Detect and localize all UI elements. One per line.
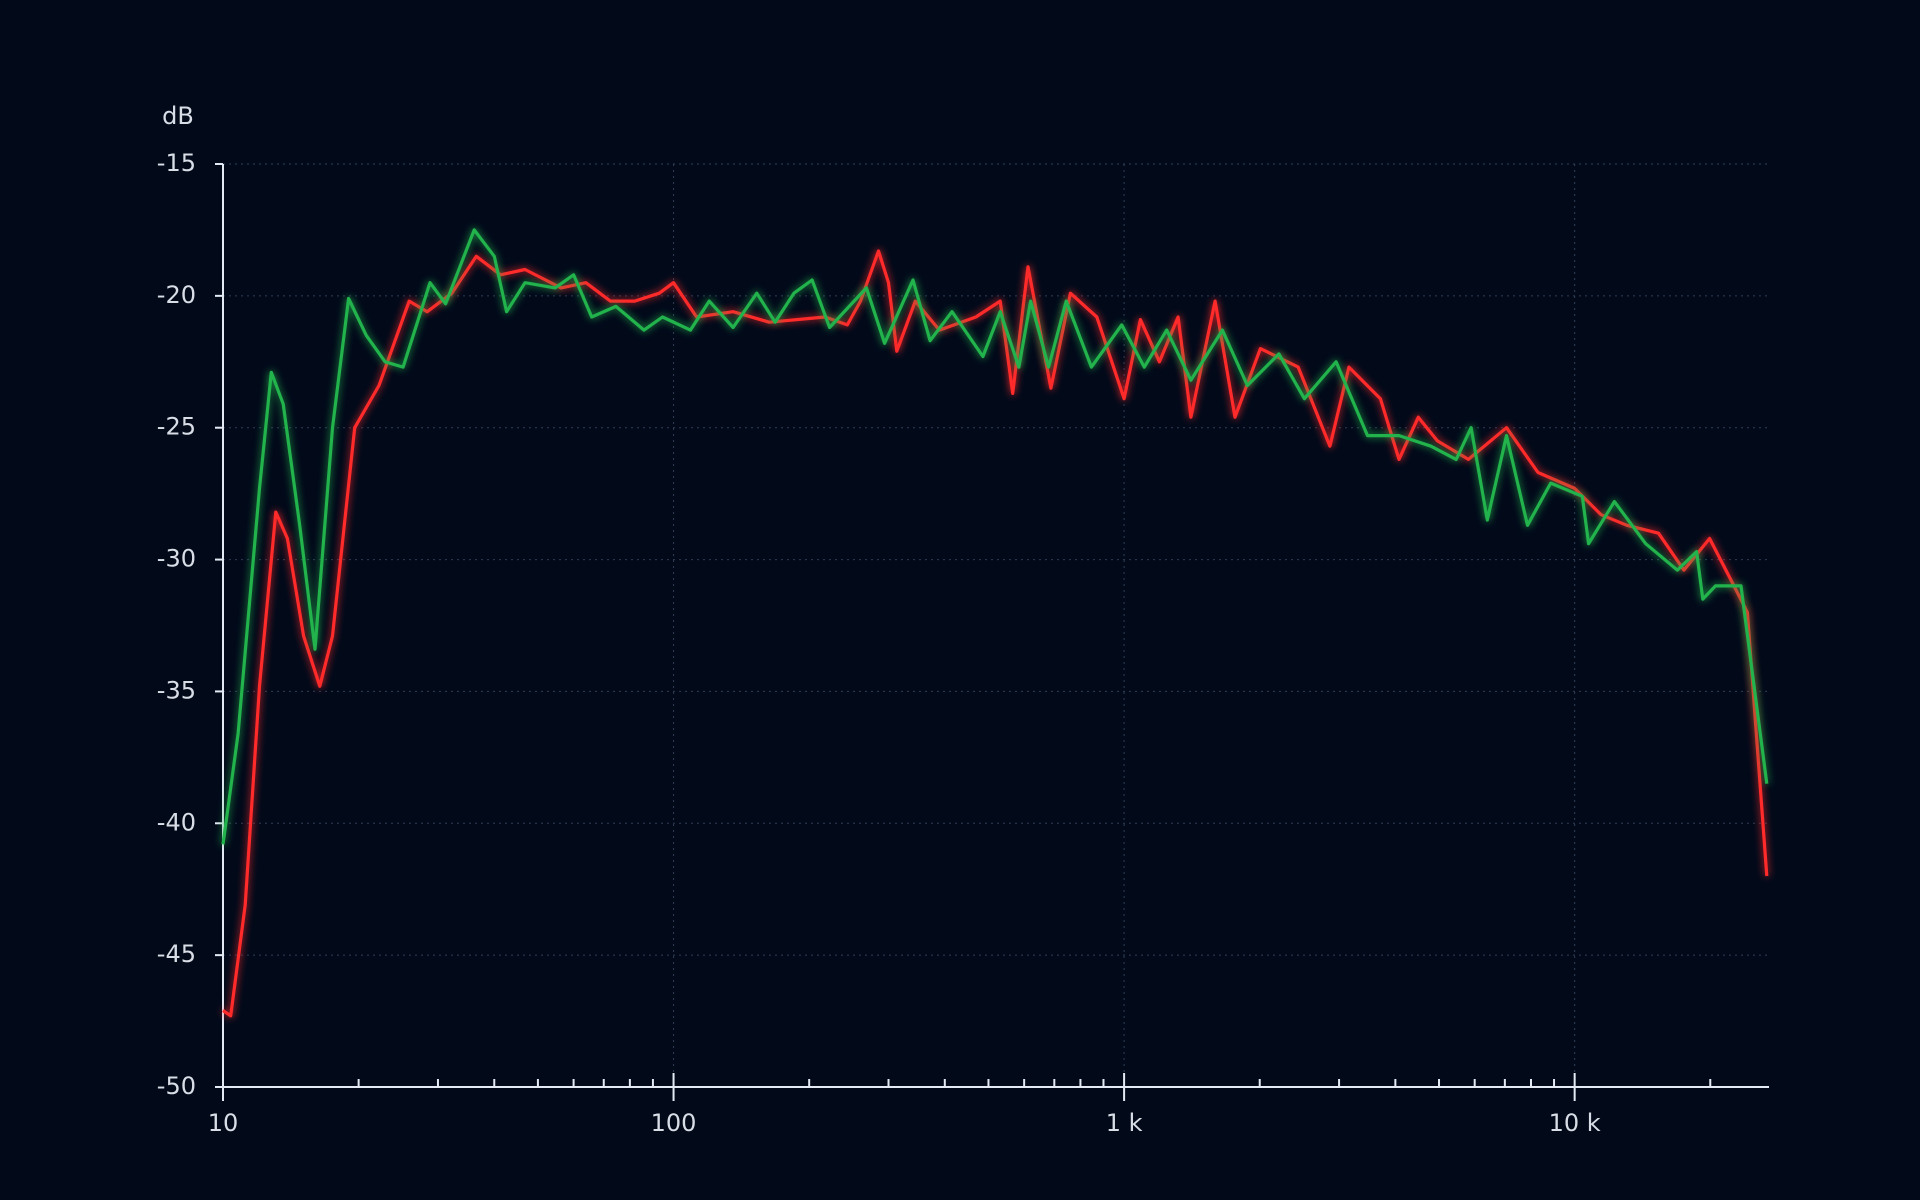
y-tick-label: -15	[157, 149, 196, 177]
x-tick-label: 10 k	[1549, 1109, 1601, 1137]
y-tick-label: -30	[157, 545, 196, 573]
series-line	[221, 228, 1769, 845]
y-tick-label: -50	[157, 1072, 196, 1100]
series-line	[222, 249, 1769, 1018]
y-tick-label: -45	[157, 940, 196, 968]
y-tick-label: -25	[157, 413, 196, 441]
x-tick-label: 1 k	[1106, 1109, 1143, 1137]
y-tick-label: -20	[157, 281, 196, 309]
y-axis-label: dB	[162, 102, 194, 130]
y-tick-label: -35	[157, 676, 196, 704]
x-tick-label: 100	[651, 1109, 697, 1137]
x-tick-label: 10	[208, 1109, 239, 1137]
y-tick-label: -40	[157, 808, 196, 836]
